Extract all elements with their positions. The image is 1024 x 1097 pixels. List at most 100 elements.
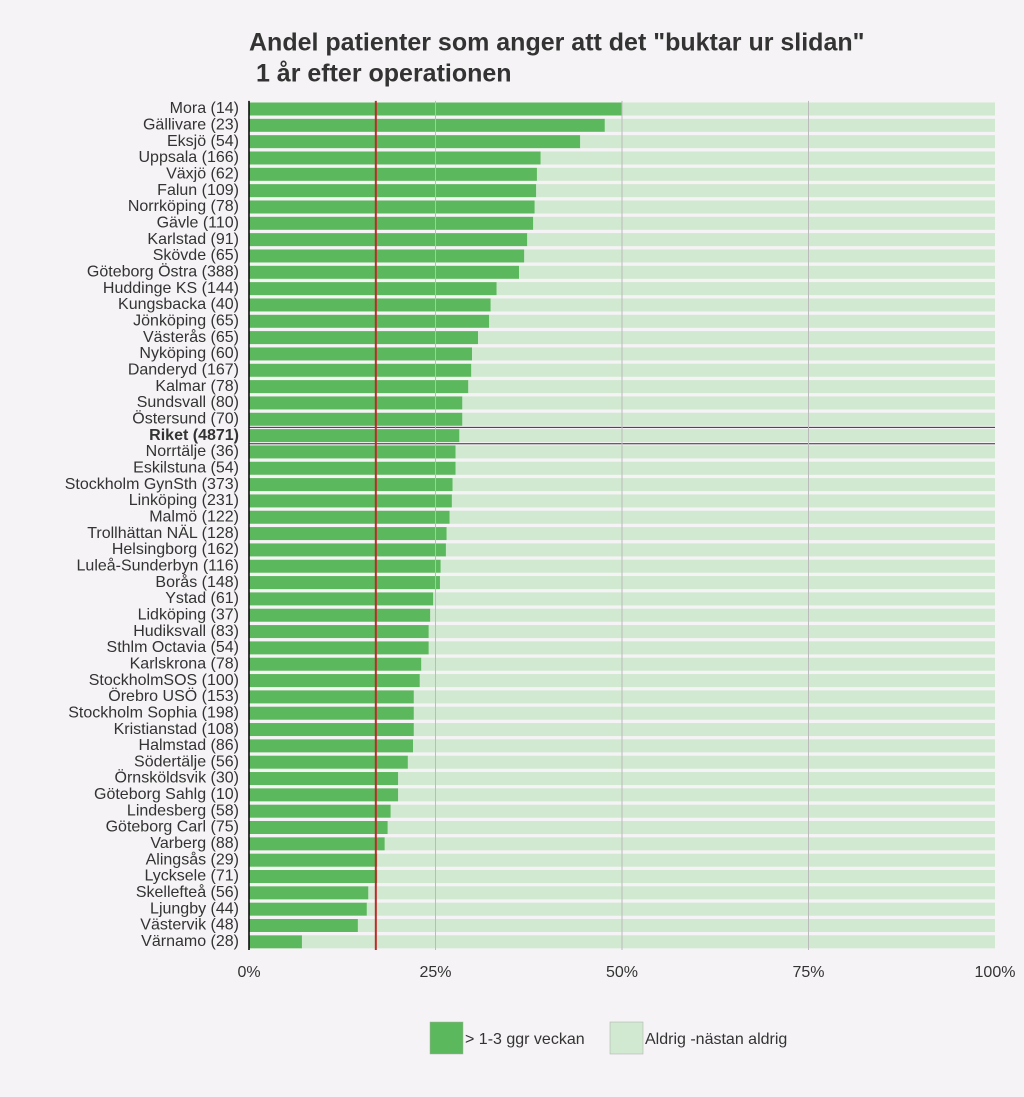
y-tick-label: Halmstad (86) <box>139 737 239 754</box>
bar-segment <box>249 625 429 639</box>
bar-segment <box>249 429 460 443</box>
bar-segment <box>496 282 995 296</box>
bar-segment <box>249 592 434 606</box>
bar-segment <box>249 494 452 508</box>
y-tick-label: Malmö (122) <box>149 508 239 525</box>
y-tick-label: Lycksele (71) <box>144 868 239 885</box>
y-tick-label: Alingsås (29) <box>146 850 239 868</box>
y-tick-label: Örebro USÖ (153) <box>108 687 239 705</box>
bar-segment <box>249 265 520 279</box>
y-tick-label: Norrköping (78) <box>128 198 239 215</box>
y-tick-label: Huddinge KS (144) <box>103 280 239 297</box>
bar-segment <box>249 657 422 671</box>
bar-segment <box>249 902 367 916</box>
bar-segment <box>439 576 995 590</box>
y-tick-label: Sthlm Octavia (54) <box>107 639 239 656</box>
x-tick-label: 0% <box>237 964 260 981</box>
y-tick-label: Skövde (65) <box>153 247 239 264</box>
bar-segment <box>398 788 995 802</box>
y-tick-label: Ljungby (44) <box>150 900 239 917</box>
y-tick-label: Karlskrona (78) <box>130 655 239 672</box>
bar-segment <box>455 445 996 459</box>
bar-segment <box>580 135 995 149</box>
bar-segment <box>249 821 388 835</box>
bar-segment <box>249 706 414 720</box>
bar-segment <box>249 641 429 655</box>
bar-segment <box>413 706 996 720</box>
bar-segment <box>540 151 995 165</box>
bar-segment <box>387 821 996 835</box>
y-tick-label: Mora (14) <box>170 100 239 117</box>
bar-segment <box>455 461 996 475</box>
y-tick-label: Örnsköldsvik (30) <box>115 769 239 787</box>
bar-segment <box>413 690 996 704</box>
y-tick-label: Skellefteå (56) <box>136 883 239 901</box>
bar-segment <box>366 902 995 916</box>
bar-segment <box>249 314 490 328</box>
x-tick-label: 75% <box>792 964 824 981</box>
bar-segment <box>249 380 469 394</box>
y-tick-label: Borås (148) <box>155 573 239 591</box>
bar-segment <box>446 527 995 541</box>
bar-segment <box>445 543 996 557</box>
bar-segment <box>249 674 420 688</box>
bar-segment <box>249 478 453 492</box>
bar-segment <box>519 265 995 279</box>
bar-segment <box>249 249 525 263</box>
bar-segment <box>604 118 995 132</box>
bar-segment <box>249 527 447 541</box>
y-tick-label: Gävle (110) <box>157 215 239 232</box>
bar-segment <box>357 919 995 932</box>
y-tick-label: Göteborg Östra (388) <box>87 263 239 281</box>
bar-segment <box>524 249 995 263</box>
y-tick-label: Linköping (231) <box>129 492 239 509</box>
bar-segment <box>440 559 995 573</box>
bar-segment <box>249 135 581 149</box>
bar-segment <box>433 592 996 606</box>
bar-segment <box>249 788 399 802</box>
bar-segment <box>413 723 996 737</box>
bar-segment <box>468 380 996 394</box>
y-tick-label: Trollhättan NÄL (128) <box>87 524 239 542</box>
y-tick-label: Jönköping (65) <box>133 313 239 330</box>
bar-segment <box>249 363 472 377</box>
bar-segment <box>249 739 414 753</box>
bar-segment <box>249 445 456 459</box>
bar-segment <box>384 837 996 851</box>
bar-segment <box>249 576 440 590</box>
y-tick-label: Riket (4871) <box>149 427 239 444</box>
y-tick-label: Norrtälje (36) <box>146 443 239 460</box>
bar-segment <box>451 494 995 508</box>
y-tick-label: Helsingborg (162) <box>112 541 239 558</box>
bar-segment <box>421 657 995 671</box>
y-tick-label: Stockholm GynSth (373) <box>65 476 239 493</box>
bar-segment <box>249 184 537 198</box>
y-tick-label: Värnamo (28) <box>141 933 239 950</box>
y-tick-label: Varberg (88) <box>150 835 239 852</box>
bar-segment <box>377 870 995 884</box>
bar-segment <box>398 772 995 786</box>
bar-segment <box>249 755 408 769</box>
bar-segment <box>249 935 302 949</box>
y-tick-label: Danderyd (167) <box>128 361 239 378</box>
bar-segment <box>428 625 995 639</box>
bar-segment <box>249 853 378 867</box>
bar-segment <box>249 331 479 345</box>
bar-segment <box>459 429 995 443</box>
bar-segment <box>390 804 995 818</box>
bar-segment <box>430 608 995 622</box>
x-tick-label: 100% <box>975 964 1016 981</box>
legend-label: Aldrig -nästan aldrig <box>645 1031 787 1048</box>
bar-segment <box>490 298 995 312</box>
legend-swatch <box>609 1021 644 1055</box>
bar-segment <box>452 478 996 492</box>
y-tick-label: Stockholm Sophia (198) <box>68 704 239 721</box>
bar-segment <box>462 412 996 426</box>
y-tick-label: Karlstad (91) <box>147 231 239 248</box>
bar-segment <box>249 216 534 230</box>
bar-segment <box>419 674 996 688</box>
bar-segment <box>536 184 995 198</box>
bar-segment <box>462 396 996 410</box>
chart-title: Andel patienter som anger att det "bukta… <box>249 29 864 57</box>
